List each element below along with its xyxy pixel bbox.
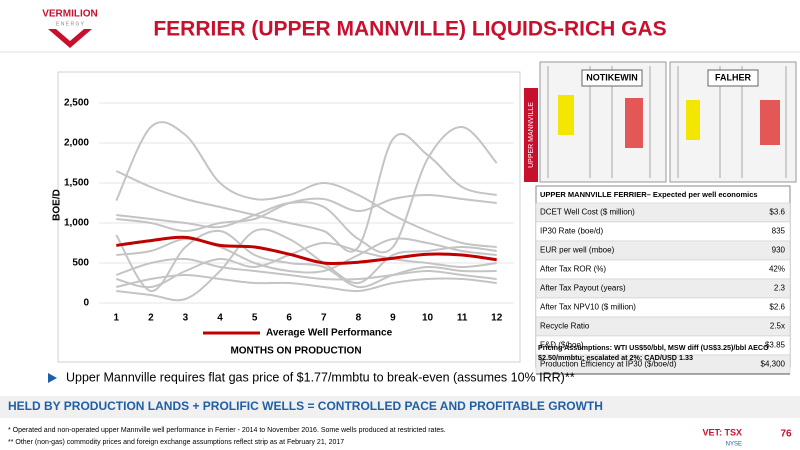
- well-log-image: UPPER MANNVILLE NOTIKEWIN FALHER: [524, 61, 797, 183]
- log-fill: [686, 100, 700, 140]
- table-cell: 2.5x: [770, 322, 785, 331]
- table-cell: IP30 Rate (boe/d): [540, 227, 603, 236]
- x-tick-label: 2: [148, 313, 154, 324]
- table-cell: $2.6: [769, 303, 785, 312]
- log-label: FALHER: [715, 72, 752, 82]
- side-label: UPPER MANNVILLE: [528, 102, 535, 168]
- table: DCET Well Cost ($ million) $3.6 IP30 Rate …: [535, 202, 791, 375]
- table-cell: $3.6: [769, 208, 785, 217]
- bullet-text: Upper Mannville requires flat gas price …: [66, 370, 575, 384]
- x-tick-label: 9: [390, 313, 396, 324]
- page-number: 76: [780, 429, 792, 440]
- ticker: VET: TSX: [702, 427, 742, 437]
- logo: VERMILION E N E R G Y: [42, 9, 98, 48]
- series-line: [116, 241, 497, 289]
- legend-label: Average Well Performance: [266, 328, 393, 339]
- logo-mark: [48, 29, 92, 48]
- series-line: [116, 237, 497, 274]
- table-cell: $4,300: [761, 360, 786, 369]
- log-fill: [558, 95, 574, 135]
- logo-sub: E N E R G Y: [56, 21, 85, 27]
- table-cell: 2.3: [774, 284, 786, 293]
- series-line: [116, 228, 497, 302]
- log-tracks: [547, 66, 787, 178]
- log-fill: [760, 100, 780, 145]
- table-cell: DCET Well Cost ($ million): [540, 208, 635, 217]
- series-line: [115, 257, 497, 281]
- series-line: [116, 193, 497, 233]
- table-note-box: Pricing Assumptions: WTI US$50/bbl, MSW …: [538, 343, 769, 362]
- x-axis-label: MONTHS ON PRODUCTION: [230, 346, 361, 357]
- table-cell: Production Efficiency at IP30 ($/boe/d): [540, 360, 677, 369]
- table-cell: F&D ($/boe): [540, 341, 584, 350]
- x-tick-label: 5: [252, 313, 258, 324]
- footnote: * Operated and non-operated upper Mannvi…: [8, 427, 446, 434]
- table-cell: After Tax NPV10 ($ million): [540, 303, 636, 312]
- table-cell: 835: [772, 227, 786, 236]
- logo-name: VERMILION: [42, 9, 98, 20]
- x-tick-label: 3: [183, 313, 189, 324]
- x-tick-label: 6: [286, 313, 292, 324]
- side-label-box: [524, 88, 538, 182]
- table-cell: Recycle Ratio: [540, 322, 590, 331]
- table-cell: 42%: [769, 265, 785, 274]
- table-cell: After Tax Payout (years): [540, 284, 626, 293]
- x-tick-label: 11: [457, 313, 468, 324]
- table-cell: 930: [772, 246, 786, 255]
- series-line: [116, 125, 498, 254]
- y-tick-label: 2,500: [64, 98, 89, 109]
- table-cell: After Tax ROR (%): [540, 265, 606, 274]
- table-note: Pricing Assumptions: WTI US$50/bbl, MSW …: [538, 343, 769, 362]
- x-tick-label: 8: [356, 313, 362, 324]
- log-label-box: [707, 69, 759, 87]
- y-tick-label: 0: [83, 298, 89, 309]
- log-label: NOTIKEWIN: [586, 72, 638, 82]
- slide-title: FERRIER (UPPER MANNVILLE) LIQUIDS-RICH G…: [153, 18, 666, 41]
- series-line: [116, 235, 497, 266]
- table-cell: EUR per well (mboe): [540, 246, 615, 255]
- y-axis-label: BOE/D: [52, 189, 63, 221]
- banner-box: [0, 396, 800, 418]
- bullet-arrow: [48, 373, 57, 383]
- y-tick-label: 500: [72, 258, 89, 269]
- x-tick-label: 10: [422, 313, 434, 324]
- x-tick-label: 7: [321, 313, 327, 324]
- log-label-box: [581, 69, 643, 87]
- table-title: UPPER MANNVILLE FERRIER– Expected per we…: [540, 190, 758, 199]
- series-line: [115, 132, 497, 253]
- y-tick-label: 1,500: [64, 178, 89, 189]
- table-cell: $3.85: [765, 341, 786, 350]
- exchange: NYSE: [726, 442, 742, 448]
- y-tick-label: 1,000: [64, 218, 89, 229]
- banner: HELD BY PRODUCTION LANDS + PROLIFIC WELL…: [8, 399, 603, 413]
- series-line: [115, 121, 497, 248]
- x-tick-label: 1: [114, 313, 120, 324]
- x-tick-label: 12: [491, 313, 503, 324]
- x-tick-label: 4: [217, 313, 223, 324]
- footnote: ** Other (non-gas) commodity prices and …: [8, 439, 344, 446]
- y-tick-label: 2,000: [64, 138, 89, 149]
- series-line: [116, 273, 497, 293]
- log-fill: [625, 98, 643, 148]
